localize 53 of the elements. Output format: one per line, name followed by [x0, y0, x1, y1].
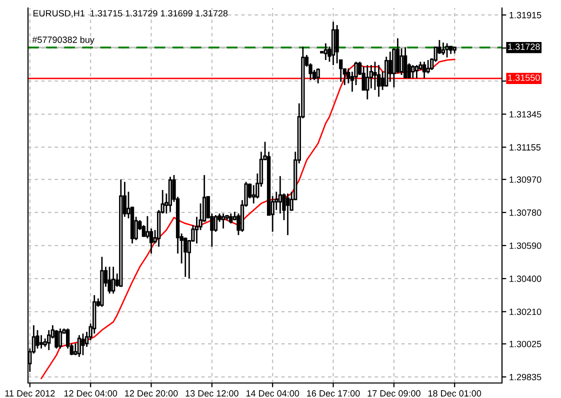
y-tick-label: 1.29835 [510, 374, 542, 380]
candlestick [39, 334, 44, 350]
x-tick-label: 12 Dec 04:00 [64, 390, 118, 397]
candlestick [411, 64, 415, 79]
candlestick [366, 64, 370, 100]
candlestick [445, 42, 449, 58]
candlestick [229, 212, 233, 224]
candlestick [324, 42, 328, 61]
y-tick-label: 1.31155 [510, 144, 541, 151]
x-tick-label: 12 Dec 20:00 [125, 390, 178, 397]
candlestick [81, 332, 85, 356]
candlestick [36, 329, 40, 350]
x-tick-label: 13 Dec 12:00 [186, 390, 238, 397]
y-tick-label: 1.30400 [510, 276, 542, 282]
x-tick-label: 16 Dec 17:00 [307, 390, 360, 397]
candlestick [441, 42, 446, 56]
y-tick-label: 1.31345 [510, 111, 542, 118]
candlestick [396, 38, 400, 74]
ref-line-label: 1.31728 [508, 44, 540, 50]
x-tick-label: 18 Dec 01:00 [428, 390, 482, 397]
y-tick-label: 1.30970 [510, 176, 542, 183]
y-tick-label: 1.30780 [510, 209, 542, 216]
ref-line-label: 1.31550 [508, 74, 540, 81]
candlestick [316, 68, 320, 84]
candlestick [111, 266, 116, 294]
y-tick-label: 1.30590 [510, 242, 542, 249]
candlestick [54, 329, 58, 350]
candlestick [146, 215, 150, 240]
candlestick [278, 175, 282, 214]
candlestick [403, 46, 408, 79]
x-tick-label: 17 Dec 09:00 [368, 390, 420, 397]
candlestick [426, 59, 430, 74]
candlestick [184, 236, 188, 278]
x-tick-label: 11 Dec 2012 [5, 390, 55, 397]
x-tick-label: 14 Dec 04:00 [246, 390, 300, 397]
y-tick-label: 1.30025 [510, 340, 542, 348]
candlestick [77, 334, 82, 358]
candlestick [252, 184, 256, 204]
candlestick [422, 61, 426, 79]
chart-title: EURUSD,H1 1.31715 1.31729 1.31699 1.31728 [33, 10, 228, 18]
candlestick [221, 212, 226, 230]
y-tick-label: 1.30210 [510, 308, 542, 316]
candlestick [108, 266, 112, 294]
y-tick-label: 1.31915 [510, 12, 542, 18]
candlestick [400, 48, 404, 76]
candlestick [286, 192, 290, 236]
candlestick [388, 50, 392, 82]
candlestick [214, 214, 218, 232]
ref-line-label: #57790382 buy [32, 36, 94, 45]
candlestick [414, 64, 419, 79]
candlestick [376, 64, 381, 98]
candlestick [47, 329, 51, 351]
candlestick [58, 328, 62, 350]
